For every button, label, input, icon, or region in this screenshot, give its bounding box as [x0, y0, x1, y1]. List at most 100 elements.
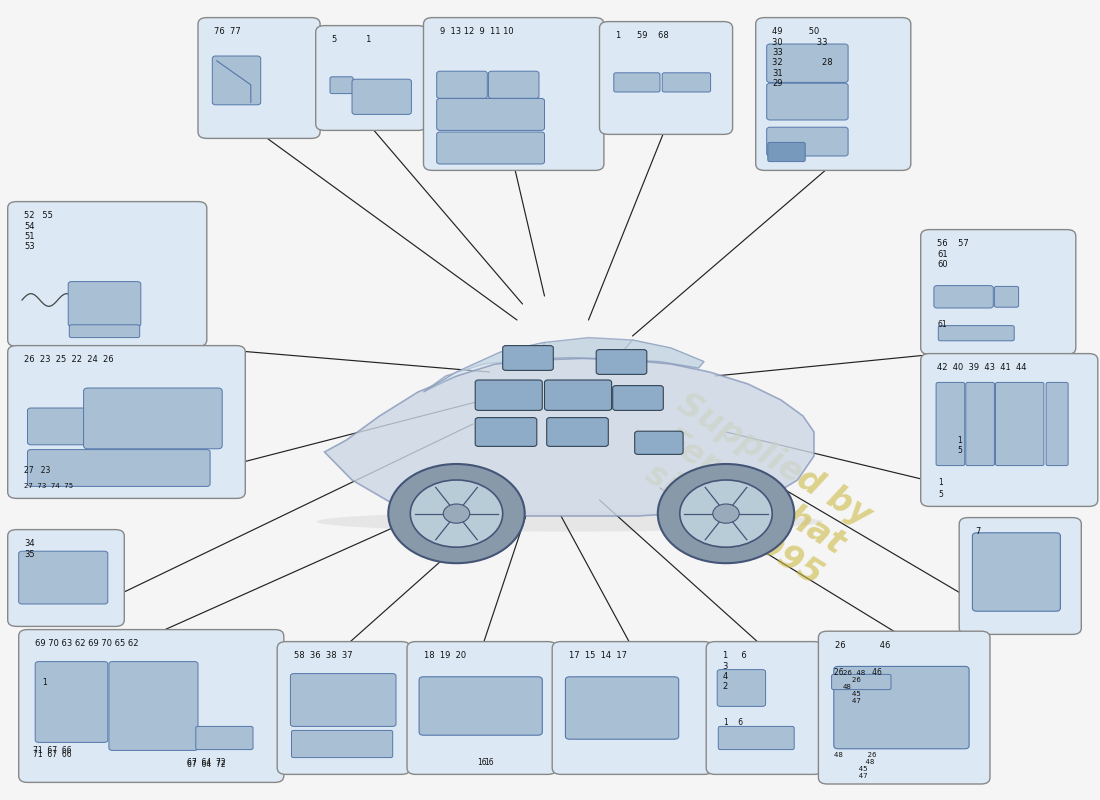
Circle shape — [388, 464, 525, 563]
Text: 42  40  39  43  41  44: 42 40 39 43 41 44 — [937, 363, 1026, 372]
Text: 52   55
54
51
53: 52 55 54 51 53 — [24, 211, 53, 251]
FancyBboxPatch shape — [972, 533, 1060, 611]
Text: 16: 16 — [484, 758, 494, 766]
Text: 5           1: 5 1 — [332, 35, 372, 44]
Text: 76  77: 76 77 — [214, 27, 241, 36]
Text: 17  15  14  17: 17 15 14 17 — [569, 651, 627, 660]
Text: 1
5: 1 5 — [957, 436, 961, 455]
FancyBboxPatch shape — [437, 132, 544, 164]
Text: 61: 61 — [937, 320, 947, 329]
FancyBboxPatch shape — [834, 666, 969, 749]
FancyBboxPatch shape — [934, 286, 993, 308]
FancyBboxPatch shape — [292, 730, 393, 758]
FancyBboxPatch shape — [503, 346, 553, 370]
Polygon shape — [424, 338, 704, 392]
FancyBboxPatch shape — [352, 79, 411, 114]
Text: 9  13 12  9  11 10: 9 13 12 9 11 10 — [440, 27, 514, 36]
Text: 67  64  72: 67 64 72 — [187, 758, 225, 766]
Text: 49          50
30             33
33
32               28
31
29: 49 50 30 33 33 32 28 31 29 — [772, 27, 833, 88]
FancyBboxPatch shape — [8, 346, 245, 498]
Circle shape — [680, 480, 772, 547]
FancyBboxPatch shape — [109, 662, 198, 750]
Text: 1     6
3
4
2: 1 6 3 4 2 — [723, 651, 747, 691]
Text: 16: 16 — [477, 758, 486, 767]
FancyBboxPatch shape — [547, 418, 608, 446]
FancyBboxPatch shape — [936, 382, 965, 466]
FancyBboxPatch shape — [544, 380, 612, 410]
FancyBboxPatch shape — [19, 551, 108, 604]
Text: 27  73  74  75: 27 73 74 75 — [24, 483, 74, 489]
FancyBboxPatch shape — [330, 77, 353, 94]
FancyBboxPatch shape — [600, 22, 733, 134]
FancyBboxPatch shape — [212, 56, 261, 105]
FancyBboxPatch shape — [818, 631, 990, 784]
FancyBboxPatch shape — [635, 431, 683, 454]
FancyBboxPatch shape — [767, 44, 848, 82]
Text: Supplied by
Ferrarichat
since 1995: Supplied by Ferrarichat since 1995 — [630, 386, 877, 598]
Text: 1    6: 1 6 — [724, 718, 743, 727]
FancyBboxPatch shape — [1046, 382, 1068, 466]
Text: 26  48
    26
48
    45
    47: 26 48 26 48 45 47 — [843, 670, 865, 705]
FancyBboxPatch shape — [717, 670, 766, 706]
Text: 56    57
61
60: 56 57 61 60 — [937, 239, 969, 269]
Text: 71  67  66: 71 67 66 — [33, 746, 72, 754]
FancyBboxPatch shape — [475, 418, 537, 446]
FancyBboxPatch shape — [475, 380, 542, 410]
Text: 58  36  38  37: 58 36 38 37 — [294, 651, 352, 660]
Text: 1      59    68: 1 59 68 — [616, 31, 669, 40]
FancyBboxPatch shape — [437, 98, 544, 130]
Text: 26  23  25  22  24  26: 26 23 25 22 24 26 — [24, 355, 113, 364]
FancyBboxPatch shape — [767, 83, 848, 120]
FancyBboxPatch shape — [921, 230, 1076, 354]
Circle shape — [658, 464, 794, 563]
FancyBboxPatch shape — [832, 674, 891, 690]
FancyBboxPatch shape — [68, 282, 141, 326]
FancyBboxPatch shape — [706, 642, 823, 774]
FancyBboxPatch shape — [69, 325, 140, 338]
Text: 26             46: 26 46 — [835, 641, 890, 650]
FancyBboxPatch shape — [596, 350, 647, 374]
FancyBboxPatch shape — [768, 142, 805, 162]
Polygon shape — [324, 358, 814, 516]
FancyBboxPatch shape — [938, 326, 1014, 341]
Text: 67  64  72: 67 64 72 — [187, 760, 225, 769]
Text: 48           26
              48
           45
           47: 48 26 48 45 47 — [834, 752, 877, 779]
FancyBboxPatch shape — [662, 73, 711, 92]
FancyBboxPatch shape — [19, 630, 284, 782]
Text: 5: 5 — [938, 490, 943, 498]
FancyBboxPatch shape — [419, 677, 542, 735]
FancyBboxPatch shape — [290, 674, 396, 726]
Text: 27   23: 27 23 — [24, 466, 51, 474]
FancyBboxPatch shape — [565, 677, 679, 739]
FancyBboxPatch shape — [28, 408, 89, 445]
FancyBboxPatch shape — [614, 73, 660, 92]
FancyBboxPatch shape — [277, 642, 410, 774]
FancyBboxPatch shape — [996, 382, 1044, 466]
FancyBboxPatch shape — [488, 71, 539, 98]
FancyBboxPatch shape — [196, 726, 253, 750]
Text: 69 70 63 62 69 70 65 62: 69 70 63 62 69 70 65 62 — [35, 639, 139, 648]
FancyBboxPatch shape — [8, 202, 207, 346]
FancyBboxPatch shape — [756, 18, 911, 170]
FancyBboxPatch shape — [198, 18, 320, 138]
FancyBboxPatch shape — [767, 127, 848, 156]
Polygon shape — [616, 340, 704, 368]
Circle shape — [443, 504, 470, 523]
FancyBboxPatch shape — [718, 726, 794, 750]
Ellipse shape — [317, 512, 823, 532]
Circle shape — [410, 480, 503, 547]
Text: 26            46: 26 46 — [834, 668, 882, 677]
FancyBboxPatch shape — [8, 530, 124, 626]
FancyBboxPatch shape — [552, 642, 713, 774]
FancyBboxPatch shape — [921, 354, 1098, 506]
FancyBboxPatch shape — [437, 71, 487, 98]
Text: 34
35: 34 35 — [24, 539, 35, 558]
Text: 7: 7 — [976, 527, 981, 536]
Text: 18  19  20: 18 19 20 — [424, 651, 465, 660]
FancyBboxPatch shape — [407, 642, 557, 774]
Text: 1: 1 — [938, 478, 943, 487]
FancyBboxPatch shape — [959, 518, 1081, 634]
Text: 1: 1 — [42, 678, 46, 687]
Polygon shape — [424, 342, 544, 392]
FancyBboxPatch shape — [424, 18, 604, 170]
